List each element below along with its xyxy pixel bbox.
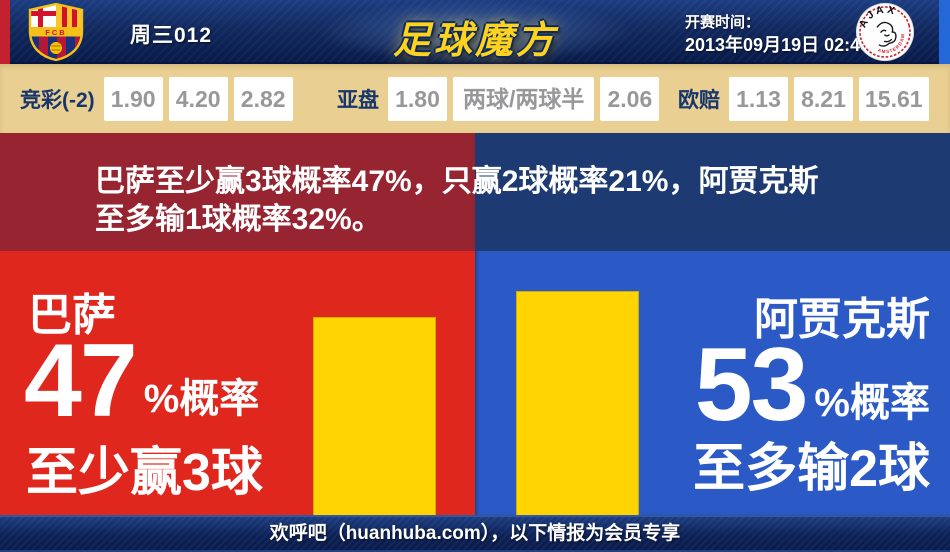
odds-label-yapan: 亚盘 (337, 88, 379, 112)
summary-line-1: 巴萨至少赢3球概率47%，只赢2球概率21%，阿贾克斯 (95, 165, 819, 198)
odds-value-box: 4.20 (168, 76, 228, 121)
home-outcome-label: 至少赢3球 (26, 444, 263, 502)
odds-group-yapan: 亚盘 1.80 两球/两球半 2.06 (337, 64, 665, 133)
svg-text:FCB: FCB (45, 28, 66, 37)
odds-value-box: 1.13 (729, 76, 788, 121)
home-probability-bar (313, 317, 436, 515)
home-percent-value: 47 (24, 323, 138, 439)
away-percent-value: 53 (694, 327, 809, 443)
odds-value-box: 8.21 (794, 76, 853, 121)
kickoff-time-block: 开赛时间： 2013年09月19日 02:45 (685, 12, 870, 57)
away-probability-stat: 53 %概率 (695, 333, 930, 437)
odds-group-jingcai: 竞彩(-2) 1.90 4.20 2.82 (20, 64, 299, 133)
ajax-crest-icon: AJAX AMSTERDAM (853, 0, 914, 61)
home-probability-stat: 47 %概率 (24, 329, 259, 433)
summary-line-2: 至多输1球概率32%。 (95, 203, 382, 236)
odds-value-box: 2.06 (600, 76, 660, 121)
home-team-name: 巴萨 (28, 291, 116, 340)
kickoff-label: 开赛时间： (685, 14, 761, 31)
away-percent-suffix: %概率 (814, 381, 930, 425)
odds-group-oupei: 欧赔 1.13 8.21 15.61 (678, 64, 935, 133)
away-outcome-label: 至多输2球 (693, 440, 930, 498)
odds-label-jingcai: 竞彩(-2) (20, 88, 95, 112)
away-summary-band (475, 133, 950, 251)
odds-label-oupei: 欧赔 (678, 88, 720, 112)
kickoff-time: 2013年09月19日 02:45 (685, 35, 871, 55)
match-code: 周三012 (130, 24, 213, 47)
away-team-name: 阿贾克斯 (754, 295, 930, 344)
odds-value-box: 1.80 (388, 76, 447, 121)
odds-value-box: 2.82 (233, 76, 293, 121)
left-red-accent-stripe (0, 0, 10, 64)
probability-chart-area: 巴萨 47 %概率 至少赢3球 阿贾克斯 53 %概率 至多输2球 巴萨至少赢3… (0, 133, 950, 515)
away-probability-bar (516, 291, 639, 515)
odds-value-box: 15.61 (859, 76, 929, 121)
odds-value-box: 1.90 (103, 76, 163, 121)
barcelona-crest-icon: FCB (28, 2, 84, 62)
home-summary-band (0, 133, 475, 251)
odds-handicap-box: 两球/两球半 (453, 76, 595, 121)
footer-bar: 欢呼吧（huanhuba.com），以下情报为会员专享 (0, 515, 950, 552)
header-bar: FCB 周三012 足球魔方 开赛时间： 2013年09月19日 02:45 A… (0, 0, 950, 64)
site-brand-logo: 足球魔方 (392, 20, 557, 62)
footer-promo-text: 欢呼吧（huanhuba.com），以下情报为会员专享 (269, 523, 681, 544)
prediction-summary-text: 巴萨至少赢3球概率47%，只赢2球概率21%，阿贾克斯 至多输1球概率32%。 (95, 163, 915, 239)
home-percent-suffix: %概率 (143, 377, 260, 421)
odds-bar: 竞彩(-2) 1.90 4.20 2.82 亚盘 1.80 两球/两球半 2.0… (0, 64, 950, 133)
right-blue-accent-stripe (939, 0, 950, 64)
